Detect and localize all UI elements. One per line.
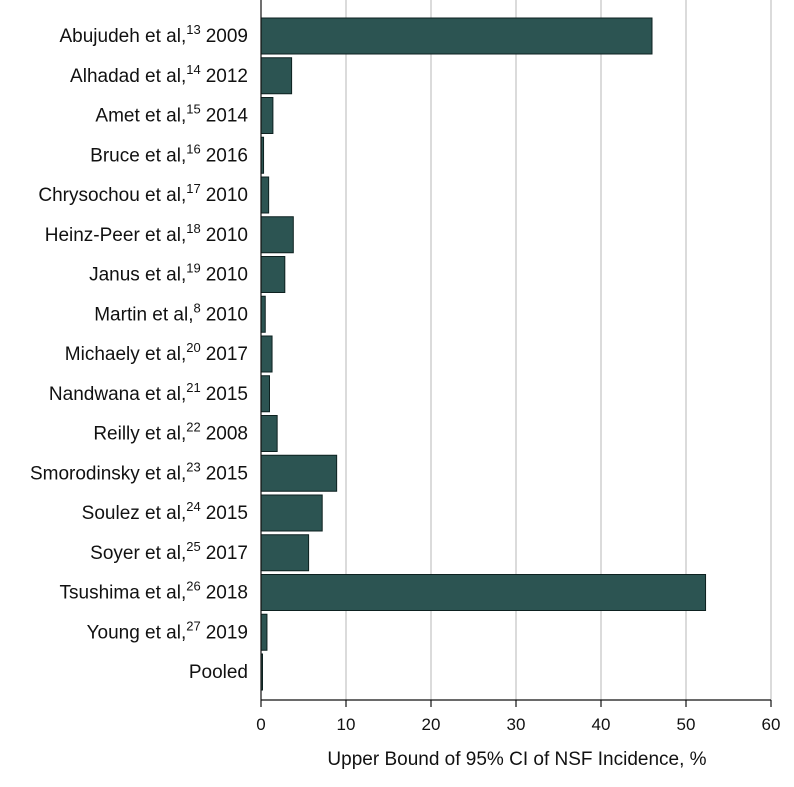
- category-label: Heinz-Peer et al,18 2010: [45, 221, 248, 246]
- reference-superscript: 27: [186, 618, 200, 633]
- category-year: 2014: [206, 106, 249, 127]
- reference-superscript: 19: [186, 261, 200, 276]
- category-label: Janus et al,19 2010: [89, 261, 248, 286]
- category-year: 2017: [206, 543, 248, 564]
- reference-superscript: 23: [186, 459, 200, 474]
- category-name: Soyer et al,: [90, 543, 186, 564]
- category-name: Janus et al,: [89, 265, 186, 286]
- x-axis-title: Upper Bound of 95% CI of NSF Incidence, …: [327, 749, 706, 770]
- bar: [260, 534, 310, 572]
- category-label: Bruce et al,16 2016: [90, 141, 248, 166]
- bar: [260, 57, 293, 95]
- x-tick-label: 10: [337, 715, 356, 734]
- category-name: Nandwana et al,: [49, 384, 186, 405]
- category-year: 2010: [206, 185, 248, 206]
- reference-superscript: 14: [186, 62, 200, 77]
- category-year: 2010: [206, 304, 248, 325]
- category-name: Alhadad et al,: [70, 66, 186, 87]
- category-year: 2017: [206, 344, 248, 365]
- category-label: Reilly et al,22 2008: [93, 420, 248, 445]
- category-name: Smorodinsky et al,: [30, 463, 186, 484]
- x-tick-label: 20: [422, 715, 441, 734]
- category-year: 2015: [206, 503, 248, 524]
- x-tick-label: 50: [677, 715, 696, 734]
- bar: [260, 216, 294, 254]
- category-label: Chrysochou et al,17 2010: [38, 181, 248, 206]
- category-year: 2010: [206, 225, 248, 246]
- reference-superscript: 18: [186, 221, 200, 236]
- category-name: Bruce et al,: [90, 145, 186, 166]
- category-name: Pooled: [189, 662, 248, 683]
- category-name: Young et al,: [87, 622, 187, 643]
- category-name: Tsushima et al,: [60, 583, 187, 604]
- category-label: Pooled: [189, 662, 248, 683]
- bar: [260, 176, 270, 214]
- bar: [260, 613, 268, 651]
- category-year: 2008: [206, 424, 248, 445]
- category-label: Martin et al,8 2010: [94, 300, 248, 325]
- category-label: Soyer et al,25 2017: [90, 539, 248, 564]
- reference-superscript: 24: [186, 499, 200, 514]
- bar: [260, 335, 273, 373]
- category-name: Reilly et al,: [93, 424, 186, 445]
- reference-superscript: 17: [186, 181, 200, 196]
- category-label: Michaely et al,20 2017: [65, 340, 248, 365]
- reference-superscript: 21: [186, 380, 200, 395]
- category-label: Nandwana et al,21 2015: [49, 380, 248, 405]
- reference-superscript: 15: [186, 102, 200, 117]
- category-label: Alhadad et al,14 2012: [70, 62, 248, 87]
- category-year: 2015: [206, 384, 248, 405]
- category-label: Amet et al,15 2014: [95, 102, 248, 127]
- reference-superscript: 20: [186, 340, 200, 355]
- reference-superscript: 8: [193, 300, 200, 315]
- bar: [260, 494, 323, 532]
- reference-superscript: 22: [186, 420, 200, 435]
- bar: [260, 454, 338, 492]
- bar: [260, 97, 274, 134]
- bar: [260, 415, 278, 452]
- category-year: 2018: [206, 583, 248, 604]
- category-year: 2009: [206, 26, 248, 47]
- category-name: Heinz-Peer et al,: [45, 225, 187, 246]
- x-axis: 0 10 20 30 40 50 60: [256, 0, 780, 734]
- category-name: Abujudeh et al,: [59, 26, 186, 47]
- category-name: Amet et al,: [95, 106, 186, 127]
- category-name: Martin et al,: [94, 304, 193, 325]
- category-year: 2010: [206, 265, 248, 286]
- bar: [260, 256, 286, 293]
- category-name: Michaely et al,: [65, 344, 186, 365]
- bar: [260, 574, 707, 611]
- x-tick-label: 40: [592, 715, 611, 734]
- category-year: 2015: [206, 463, 248, 484]
- category-label: Soulez et al,24 2015: [82, 499, 248, 524]
- bar: [260, 375, 270, 413]
- bar: [260, 17, 653, 55]
- x-tick-label: 30: [507, 715, 526, 734]
- x-tick-label: 60: [762, 715, 781, 734]
- category-year: 2016: [206, 145, 248, 166]
- category-label: Tsushima et al,26 2018: [60, 579, 248, 604]
- reference-superscript: 26: [186, 579, 200, 594]
- x-tick-label: 0: [256, 715, 265, 734]
- category-label: Smorodinsky et al,23 2015: [30, 459, 248, 484]
- reference-superscript: 16: [186, 141, 200, 156]
- reference-superscript: 13: [186, 22, 200, 37]
- reference-superscript: 25: [186, 539, 200, 554]
- category-name: Chrysochou et al,: [38, 185, 186, 206]
- category-label: Abujudeh et al,13 2009: [59, 22, 248, 47]
- bars: [260, 17, 707, 691]
- bar: [260, 295, 266, 333]
- category-name: Soulez et al,: [82, 503, 187, 524]
- category-label: Young et al,27 2019: [87, 618, 248, 643]
- category-year: 2019: [206, 622, 248, 643]
- category-year: 2012: [206, 66, 248, 87]
